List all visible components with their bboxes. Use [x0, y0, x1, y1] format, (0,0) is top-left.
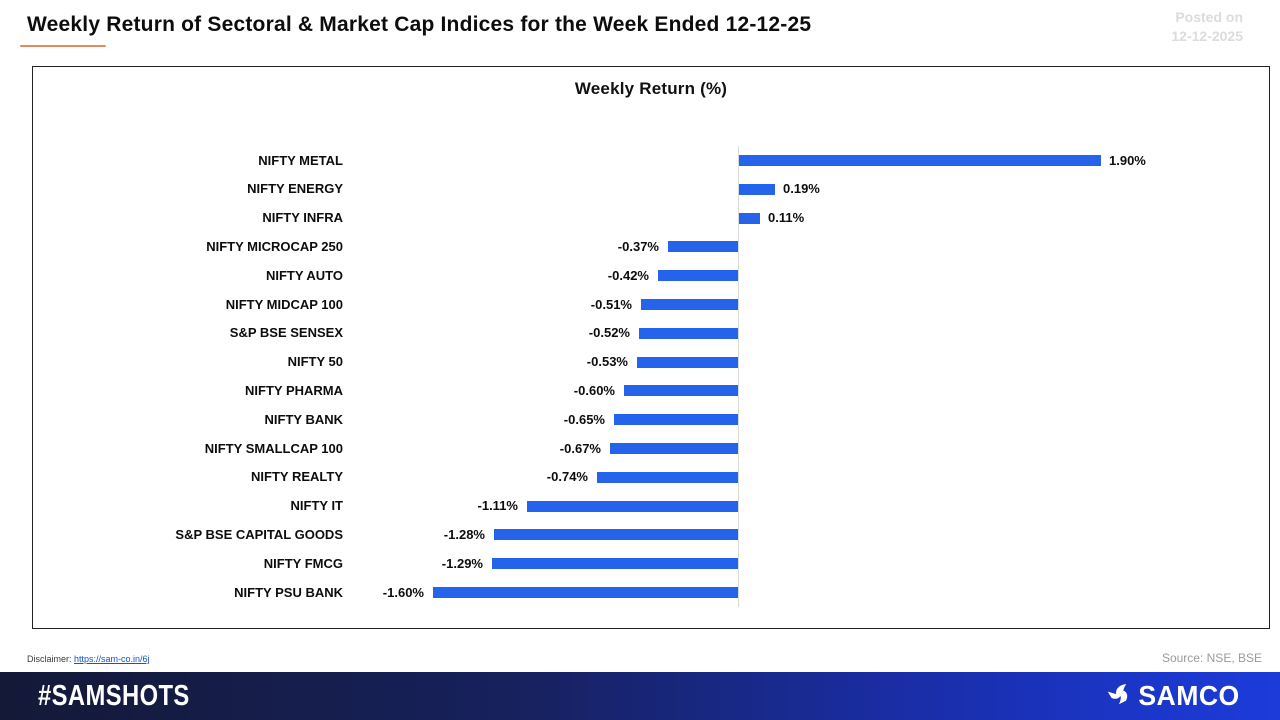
bar	[614, 414, 738, 425]
category-label: NIFTY SMALLCAP 100	[204, 441, 343, 456]
value-label: 1.90%	[1109, 153, 1146, 168]
chart-frame	[32, 66, 1270, 629]
disclaimer: Disclaimer: https://sam-co.in/6j	[27, 654, 150, 664]
category-label: NIFTY MIDCAP 100	[225, 297, 343, 312]
category-label: NIFTY ENERGY	[247, 181, 343, 196]
posted-on-date: 12-12-2025	[1171, 28, 1243, 44]
bar	[637, 357, 738, 368]
disclaimer-label: Disclaimer:	[27, 654, 72, 664]
bar	[610, 443, 738, 454]
bar	[494, 529, 738, 540]
value-label: -0.37%	[617, 239, 659, 254]
category-label: NIFTY MICROCAP 250	[206, 239, 343, 254]
category-label: NIFTY REALTY	[251, 469, 343, 484]
bar	[641, 299, 738, 310]
bar	[624, 385, 738, 396]
bar	[658, 270, 738, 281]
category-label: NIFTY BANK	[264, 412, 343, 427]
samshots-hashtag: #SAMSHOTS	[38, 679, 190, 712]
category-label: S&P BSE CAPITAL GOODS	[175, 527, 343, 542]
posted-on-stamp: Posted on 12-12-2025	[1171, 8, 1243, 46]
value-label: -0.51%	[590, 297, 632, 312]
bar	[739, 155, 1101, 166]
bar	[527, 501, 738, 512]
category-label: NIFTY PHARMA	[245, 383, 343, 398]
disclaimer-link[interactable]: https://sam-co.in/6j	[74, 654, 150, 664]
samco-logo-icon	[1105, 683, 1129, 709]
category-label: NIFTY IT	[290, 498, 343, 513]
samco-logo-text: SAMCO	[1138, 680, 1240, 711]
category-label: NIFTY PSU BANK	[234, 585, 343, 600]
category-label: NIFTY 50	[287, 354, 343, 369]
value-label: -0.60%	[573, 383, 615, 398]
value-label: 0.19%	[783, 181, 820, 196]
category-label: S&P BSE SENSEX	[229, 325, 343, 340]
category-label: NIFTY FMCG	[263, 556, 343, 571]
category-label: NIFTY INFRA	[262, 210, 343, 225]
value-label: -0.53%	[586, 354, 628, 369]
source-note: Source: NSE, BSE	[1161, 651, 1262, 665]
posted-on-label: Posted on	[1175, 9, 1243, 25]
value-label: -1.29%	[441, 556, 483, 571]
value-label: -1.11%	[477, 498, 518, 513]
value-label: 0.11%	[768, 210, 805, 225]
category-label: NIFTY AUTO	[265, 268, 343, 283]
value-label: -0.65%	[563, 412, 605, 427]
bar	[433, 587, 738, 598]
value-label: -0.52%	[588, 325, 630, 340]
bar	[492, 558, 738, 569]
samco-logo: SAMCO	[1105, 680, 1240, 712]
bar	[668, 241, 738, 252]
bar	[739, 184, 775, 195]
value-label: -0.67%	[559, 441, 601, 456]
footer-brand-bar: #SAMSHOTS SAMCO	[0, 672, 1280, 720]
bar	[739, 213, 760, 224]
value-label: -0.42%	[607, 268, 649, 283]
value-label: -1.28%	[443, 527, 485, 542]
value-label: -1.60%	[382, 585, 424, 600]
value-label: -0.74%	[546, 469, 588, 484]
bar	[639, 328, 738, 339]
bar	[597, 472, 738, 483]
category-label: NIFTY METAL	[258, 153, 343, 168]
title-underline	[20, 45, 106, 47]
page-title: Weekly Return of Sectoral & Market Cap I…	[27, 13, 812, 36]
chart-title: Weekly Return (%)	[574, 79, 728, 98]
zero-axis-line	[738, 146, 739, 607]
